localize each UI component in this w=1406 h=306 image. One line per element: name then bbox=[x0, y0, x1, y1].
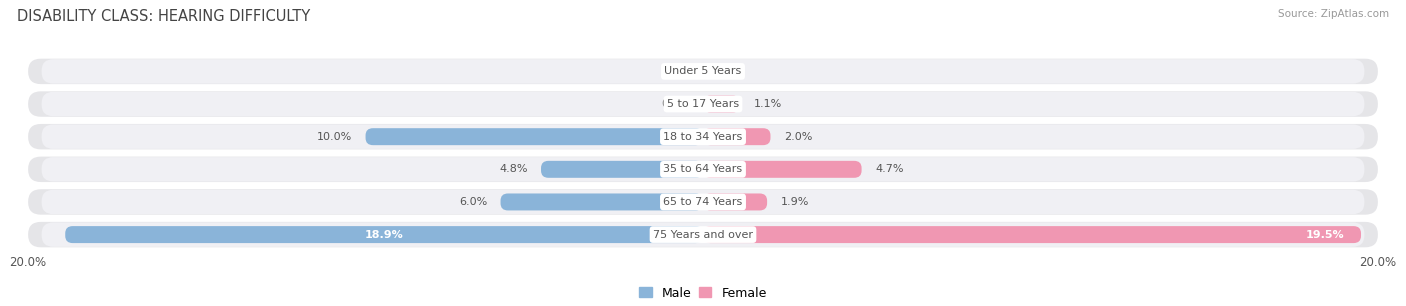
Text: 6.0%: 6.0% bbox=[458, 197, 486, 207]
Text: 0.0%: 0.0% bbox=[717, 66, 745, 76]
Text: 10.0%: 10.0% bbox=[316, 132, 352, 142]
Text: DISABILITY CLASS: HEARING DIFFICULTY: DISABILITY CLASS: HEARING DIFFICULTY bbox=[17, 9, 311, 24]
FancyBboxPatch shape bbox=[28, 59, 1378, 84]
FancyBboxPatch shape bbox=[28, 222, 1378, 247]
Text: 0.0%: 0.0% bbox=[661, 99, 689, 109]
FancyBboxPatch shape bbox=[703, 161, 862, 178]
FancyBboxPatch shape bbox=[28, 157, 1378, 182]
Text: 2.0%: 2.0% bbox=[785, 132, 813, 142]
FancyBboxPatch shape bbox=[42, 157, 1364, 181]
Legend: Male, Female: Male, Female bbox=[640, 286, 766, 300]
Text: 18 to 34 Years: 18 to 34 Years bbox=[664, 132, 742, 142]
FancyBboxPatch shape bbox=[42, 92, 1364, 116]
FancyBboxPatch shape bbox=[703, 95, 740, 113]
FancyBboxPatch shape bbox=[28, 189, 1378, 215]
FancyBboxPatch shape bbox=[65, 226, 703, 243]
FancyBboxPatch shape bbox=[42, 125, 1364, 149]
Text: 19.5%: 19.5% bbox=[1306, 230, 1344, 240]
Text: 18.9%: 18.9% bbox=[364, 230, 404, 240]
FancyBboxPatch shape bbox=[703, 226, 1361, 243]
Text: Source: ZipAtlas.com: Source: ZipAtlas.com bbox=[1278, 9, 1389, 19]
FancyBboxPatch shape bbox=[28, 91, 1378, 117]
Text: 35 to 64 Years: 35 to 64 Years bbox=[664, 164, 742, 174]
FancyBboxPatch shape bbox=[501, 193, 703, 211]
Text: 5 to 17 Years: 5 to 17 Years bbox=[666, 99, 740, 109]
Text: Under 5 Years: Under 5 Years bbox=[665, 66, 741, 76]
Text: 0.0%: 0.0% bbox=[661, 66, 689, 76]
Text: 65 to 74 Years: 65 to 74 Years bbox=[664, 197, 742, 207]
FancyBboxPatch shape bbox=[366, 128, 703, 145]
FancyBboxPatch shape bbox=[42, 190, 1364, 214]
Text: 1.1%: 1.1% bbox=[754, 99, 782, 109]
FancyBboxPatch shape bbox=[541, 161, 703, 178]
FancyBboxPatch shape bbox=[42, 222, 1364, 247]
FancyBboxPatch shape bbox=[42, 59, 1364, 84]
Text: 4.8%: 4.8% bbox=[499, 164, 527, 174]
Text: 75 Years and over: 75 Years and over bbox=[652, 230, 754, 240]
FancyBboxPatch shape bbox=[703, 128, 770, 145]
Text: 1.9%: 1.9% bbox=[780, 197, 808, 207]
Text: 4.7%: 4.7% bbox=[875, 164, 904, 174]
FancyBboxPatch shape bbox=[703, 193, 768, 211]
FancyBboxPatch shape bbox=[28, 124, 1378, 149]
